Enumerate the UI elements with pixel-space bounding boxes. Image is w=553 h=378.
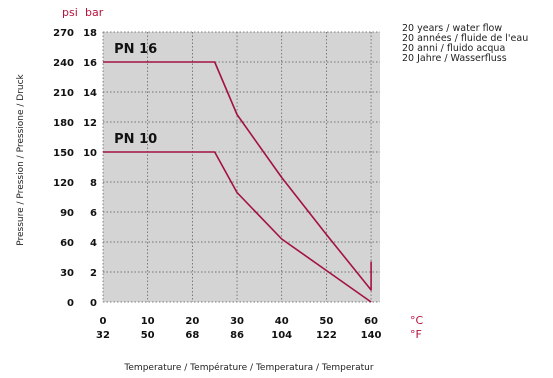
y-tick-psi: 90: [60, 208, 74, 219]
series-label-pn-10: PN 10: [114, 132, 157, 147]
y-tick-bar: 0: [90, 298, 97, 309]
note-line-fr: 20 années / fluide de l'eau: [402, 33, 529, 44]
y-tick-bar: 6: [90, 208, 97, 219]
y-tick-bar: 10: [83, 148, 97, 159]
series-line-pn-10: [103, 151, 372, 303]
x-tick-celsius: 50: [319, 316, 333, 327]
x-tick-fahrenheit: 86: [230, 330, 244, 341]
series-lines: PN 16 PN 10: [103, 42, 372, 303]
y-tick-psi: 0: [67, 298, 74, 309]
x-tick-fahrenheit: 122: [316, 330, 337, 341]
x-tick-celsius: 30: [230, 316, 244, 327]
note-line-it: 20 anni / fluido acqua: [402, 43, 506, 54]
y-tick-psi: 180: [53, 118, 74, 129]
y-axis-ticks: 0 0 30 2 60 4 90 6 120 8 150 10 180 12 210 14 240 16 270 18: [53, 28, 97, 309]
y-tick-psi: 150: [53, 148, 74, 159]
y-tick-bar: 8: [90, 178, 97, 189]
x-tick-celsius: 40: [275, 316, 289, 327]
x-tick-fahrenheit: 68: [185, 330, 199, 341]
x-unit-bottom: °F: [410, 328, 422, 341]
series-line-pn-16: [103, 61, 372, 291]
y-tick-bar: 12: [83, 118, 97, 129]
x-tick-celsius: 10: [141, 316, 155, 327]
y-tick-bar: 2: [90, 268, 97, 279]
x-tick-fahrenheit: 32: [96, 330, 110, 341]
y-tick-psi: 240: [53, 58, 74, 69]
note-line-de: 20 Jahre / Wasserfluss: [402, 53, 507, 64]
x-tick-celsius: 60: [364, 316, 378, 327]
x-axis-ticks: 0 32 10 50 20 68 30 86 40 104 50 122 60 140: [96, 316, 382, 341]
x-tick-celsius: 20: [185, 316, 199, 327]
y-tick-psi: 270: [53, 28, 74, 39]
series-label-pn-16: PN 16: [114, 42, 157, 57]
y-unit-right: bar: [85, 6, 104, 19]
y-tick-bar: 18: [83, 28, 97, 39]
y-tick-psi: 60: [60, 238, 74, 249]
note-line-en: 20 years / water flow: [402, 23, 503, 34]
y-tick-psi: 210: [53, 88, 74, 99]
x-axis-title: Temperature / Température / Temperatura …: [123, 362, 373, 373]
y-axis-title: Pressure / Pression / Pressione / Druck: [16, 73, 26, 245]
x-tick-fahrenheit: 104: [271, 330, 292, 341]
x-unit-top: °C: [410, 314, 424, 327]
y-tick-bar: 4: [90, 238, 97, 249]
y-tick-bar: 16: [83, 58, 97, 69]
x-tick-fahrenheit: 50: [141, 330, 155, 341]
y-unit-left: psi: [62, 6, 78, 19]
x-tick-fahrenheit: 140: [361, 330, 382, 341]
plot-area: [103, 32, 380, 302]
grid-lines: [102, 31, 380, 303]
y-tick-psi: 120: [53, 178, 74, 189]
service-note: 20 years / water flow 20 années / fluide…: [402, 24, 528, 64]
y-tick-psi: 30: [60, 268, 74, 279]
x-tick-celsius: 0: [100, 316, 107, 327]
y-tick-bar: 14: [83, 88, 97, 99]
